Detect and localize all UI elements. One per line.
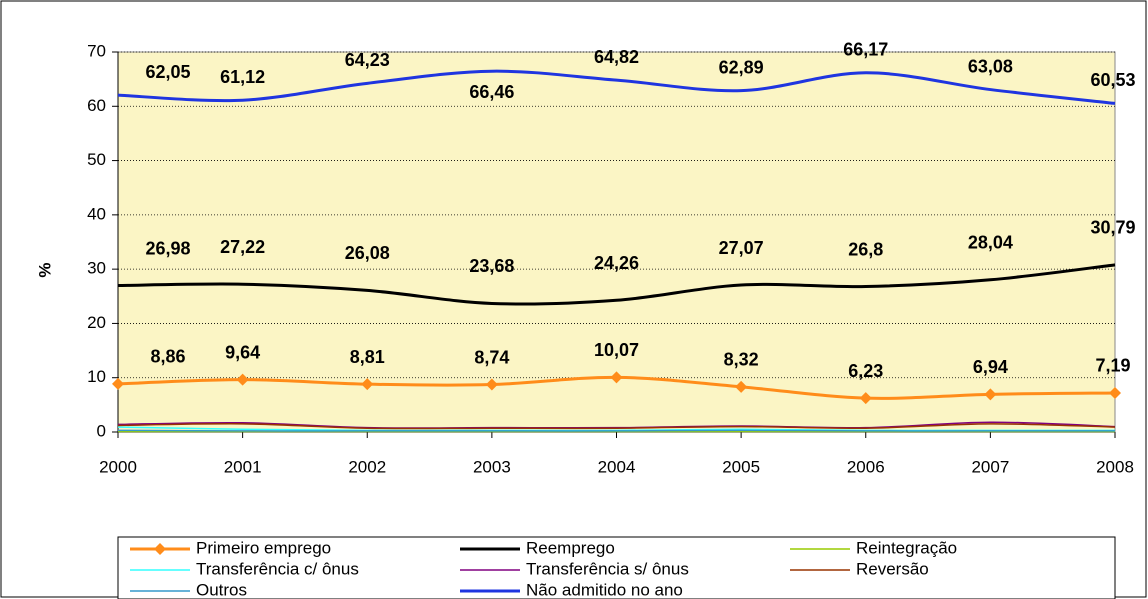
- data-label: 6,23: [848, 361, 883, 381]
- data-label: 63,08: [968, 56, 1013, 76]
- legend-label: Transferência s/ ônus: [526, 559, 689, 578]
- data-label: 9,64: [225, 342, 260, 362]
- point-marker: [859, 392, 872, 405]
- y-axis-label: %: [35, 262, 54, 277]
- y-tick-label: 50: [87, 150, 106, 169]
- series-line: [117, 423, 1116, 430]
- x-tick-label: 2007: [971, 457, 1009, 476]
- x-tick-label: 2000: [99, 457, 137, 476]
- y-tick-label: 60: [87, 96, 106, 115]
- legend-label: Não admitido no ano: [526, 580, 683, 599]
- legend: [117, 536, 1116, 599]
- data-label: 8,81: [350, 347, 385, 367]
- data-label: 28,04: [968, 233, 1013, 253]
- legend-label: Transferência c/ ônus: [196, 559, 359, 578]
- point-marker: [610, 371, 623, 384]
- data-label: 66,17: [843, 40, 888, 60]
- x-tick-label: 2005: [722, 457, 760, 476]
- y-tick-label: 0: [97, 421, 106, 440]
- data-label: 26,8: [848, 239, 883, 259]
- point-marker: [984, 388, 997, 401]
- x-tick-label: 2006: [847, 457, 885, 476]
- point-marker: [112, 377, 124, 390]
- data-label: 62,05: [145, 62, 190, 82]
- y-tick-label: 30: [87, 259, 106, 278]
- data-label: 61,12: [220, 67, 265, 87]
- data-label: 60,53: [1090, 70, 1135, 90]
- data-label: 26,98: [145, 238, 190, 258]
- data-label: 66,46: [469, 82, 514, 102]
- y-tick-label: 20: [87, 313, 106, 332]
- data-label: 30,79: [1090, 218, 1135, 238]
- x-tick-label: 2002: [348, 457, 386, 476]
- data-label: 24,26: [594, 253, 639, 273]
- point-marker: [361, 378, 374, 391]
- x-tick-label: 2001: [224, 457, 262, 476]
- legend-label: Primeiro emprego: [196, 538, 331, 557]
- legend-label: Reversão: [856, 559, 929, 578]
- data-label: 27,07: [719, 238, 764, 258]
- x-tick-label: 2008: [1096, 457, 1134, 476]
- data-label: 8,32: [724, 350, 759, 370]
- x-tick-label: 2003: [473, 457, 511, 476]
- point-marker: [236, 373, 249, 386]
- data-label: 8,86: [150, 347, 185, 367]
- series-line: [117, 69, 1116, 105]
- x-tick-label: 2004: [598, 457, 636, 476]
- data-label: 27,22: [220, 237, 265, 257]
- data-label: 8,74: [474, 347, 509, 367]
- legend-marker: [154, 543, 166, 555]
- y-tick-label: 40: [87, 204, 106, 223]
- series-line: [117, 429, 1115, 432]
- y-tick-label: 10: [87, 367, 106, 386]
- data-label: 7,19: [1095, 356, 1130, 376]
- data-label: 26,08: [345, 243, 390, 263]
- data-label: 10,07: [594, 340, 639, 360]
- data-label: 64,23: [345, 50, 390, 70]
- legend-label: Reemprego: [526, 538, 615, 557]
- data-label: 62,89: [719, 57, 764, 77]
- data-label: 64,82: [594, 47, 639, 67]
- data-label: 23,68: [469, 256, 514, 276]
- series-line: [117, 263, 1116, 306]
- legend-label: Reintegração: [856, 538, 957, 557]
- legend-label: Outros: [196, 580, 247, 599]
- point-marker: [485, 378, 498, 391]
- point-marker: [735, 380, 748, 393]
- point-marker: [1109, 386, 1121, 399]
- y-tick-label: 70: [87, 41, 106, 60]
- data-label: 6,94: [973, 357, 1008, 377]
- plot-area: [117, 51, 1116, 433]
